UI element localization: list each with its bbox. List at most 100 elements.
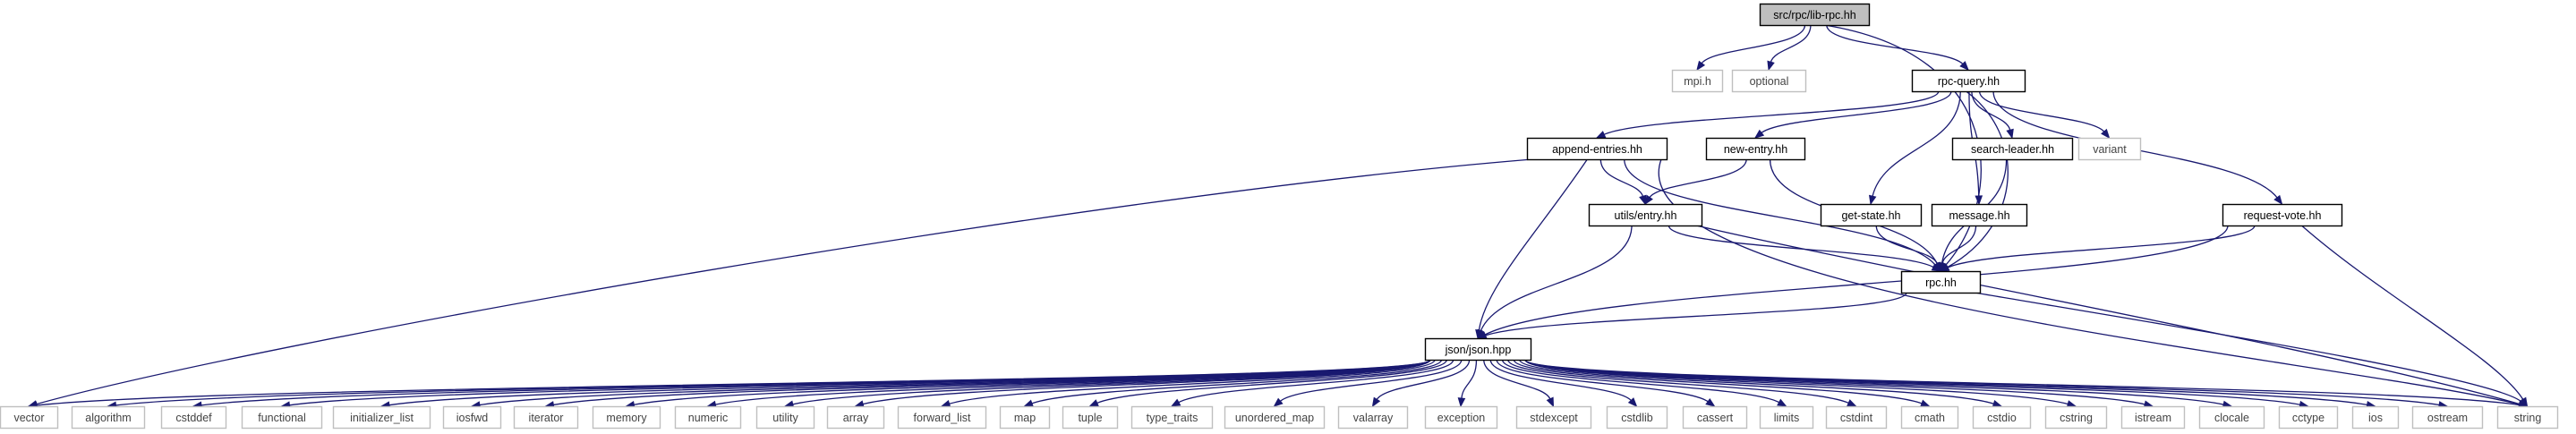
node-rpc-query[interactable]: rpc-query.hh [1911, 69, 2026, 93]
edge-line [1031, 359, 1443, 404]
node-vector: vector [0, 405, 59, 430]
edge-json-to-iosfwd [470, 359, 1431, 409]
node-label: numeric [688, 412, 728, 424]
node-box [1820, 203, 1923, 227]
node-box [1972, 405, 2032, 430]
node-label: cstddef [175, 412, 212, 424]
edge-line [1599, 158, 1644, 197]
edge-arrowhead [2101, 128, 2111, 140]
node-box [826, 405, 885, 430]
node-append-entries[interactable]: append-entries.hh [1526, 137, 1668, 161]
node-label: message.hh [1949, 209, 2009, 222]
node-box [2411, 405, 2484, 430]
node-label: string [2514, 412, 2542, 424]
edge-json-to-valarray [1371, 359, 1471, 408]
node-variant: variant [2077, 137, 2142, 161]
node-label: cmath [1915, 412, 1945, 424]
node-box [2496, 405, 2559, 430]
edge-arrowhead [1595, 131, 1607, 139]
node-initializer-list: initializer_list [332, 405, 431, 430]
edge-line [1484, 225, 2229, 336]
edge-line [1513, 359, 1923, 404]
node-label: cstdio [1987, 412, 2017, 424]
node-box [1759, 405, 1814, 430]
node-box [2278, 405, 2339, 430]
node-memory: memory [592, 405, 661, 430]
node-message[interactable]: message.hh [1931, 203, 2028, 227]
node-box [2198, 405, 2265, 430]
edge-message-to-rpc [1938, 225, 1977, 273]
node-label: new-entry.hh [1724, 143, 1787, 156]
node-box [1526, 137, 1668, 161]
edge-line [1178, 359, 1454, 404]
edge-json-to-unordered_map [1273, 359, 1463, 407]
node-label: cassert [1697, 412, 1734, 424]
edge-line [1485, 292, 1907, 336]
node-search-leader[interactable]: search-leader.hh [1951, 137, 2074, 161]
node-cstddef: cstddef [160, 405, 227, 430]
node-cstdint: cstdint [1825, 405, 1888, 430]
node-valarray: valarray [1337, 405, 1409, 430]
node-label: array [843, 412, 869, 424]
node-rpc[interactable]: rpc.hh [1900, 270, 1982, 294]
edge-line [1971, 90, 2011, 131]
edge-append_entries-to-json [1475, 158, 1588, 340]
node-label: initializer_list [350, 412, 414, 424]
node-label: request-vote.hh [2244, 209, 2322, 222]
edge-rpc_query-to-search_leader [1971, 90, 2014, 140]
node-new-entry[interactable]: new-entry.hh [1705, 137, 1806, 161]
edge-line [1519, 359, 1994, 404]
edge-arrowhead [1847, 399, 1857, 407]
node-label: rpc.hh [1925, 277, 1957, 289]
edge-rpc_query-to-variant [1978, 90, 2111, 140]
node-array: array [826, 405, 885, 430]
edge-utils_entry-to-rpc [1668, 225, 1942, 272]
node-label: optional [1750, 75, 1789, 88]
edge-json-to-stdexcept [1483, 359, 1555, 408]
node-request-vote[interactable]: request-vote.hh [2222, 203, 2343, 227]
node-utils-entry[interactable]: utils/entry.hh [1588, 203, 1703, 227]
edge-line [1478, 158, 1588, 331]
node-lib-rpc[interactable]: src/rpc/lib-rpc.hh [1759, 3, 1871, 27]
node-limits: limits [1759, 405, 1814, 430]
node-iosfwd: iosfwd [442, 405, 502, 430]
node-box [1130, 405, 1214, 430]
edge-line [1496, 359, 1709, 403]
edge-json-to-cassert [1496, 359, 1716, 407]
edge-line [1524, 359, 2068, 405]
edge-arrowhead [1767, 60, 1775, 72]
node-box [755, 405, 815, 430]
node-string: string [2496, 405, 2559, 430]
edge-line [1875, 225, 1939, 265]
node-functional: functional [241, 405, 323, 430]
node-label: utility [772, 412, 798, 424]
node-optional: optional [1731, 69, 1807, 93]
node-type-traits: type_traits [1130, 405, 1214, 430]
node-get-state[interactable]: get-state.hh [1820, 203, 1923, 227]
node-box [1337, 405, 1409, 430]
node-unordered-map: unordered_map [1224, 405, 1326, 430]
edge-line [1376, 359, 1471, 400]
node-label: json/json.hpp [1445, 344, 1512, 356]
edge-line [1978, 90, 2105, 132]
edge-arrowhead [1705, 397, 1716, 407]
edge-arrowhead [1868, 194, 1877, 206]
node-box [1606, 405, 1668, 430]
edge-line [1947, 90, 2009, 268]
node-box [1951, 137, 2074, 161]
edge-arrowhead [1457, 397, 1466, 408]
node-box [2351, 405, 2400, 430]
node-label: limits [1774, 412, 1799, 424]
edge-request_vote-to-string [2300, 225, 2529, 408]
node-box [592, 405, 661, 430]
edge-arrowhead [1696, 60, 1706, 72]
node-json[interactable]: json/json.hpp [1424, 337, 1532, 362]
edge-rpc_query-to-new_entry [1753, 90, 1952, 139]
edge-arrowhead [1088, 399, 1099, 407]
edge-line [1947, 225, 2256, 268]
node-box [1424, 405, 1498, 430]
node-forward-list: forward_list [897, 405, 987, 430]
edge-get_state-to-rpc [1875, 225, 1941, 273]
edge-arrowhead [940, 400, 951, 408]
edge-line [863, 359, 1431, 405]
